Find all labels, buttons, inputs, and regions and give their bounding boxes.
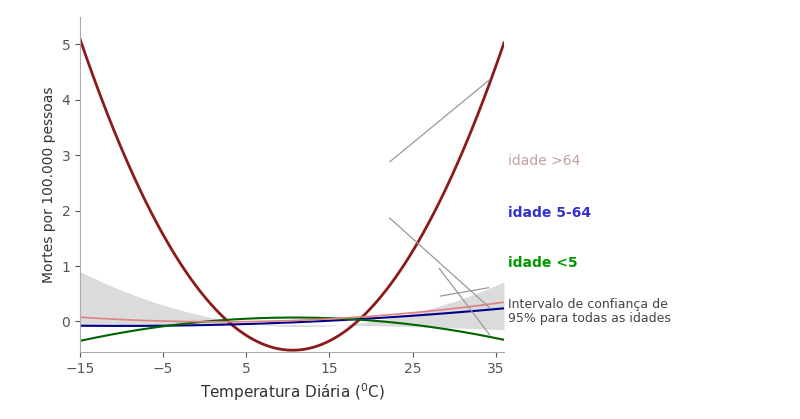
Text: idade 5-64: idade 5-64 [508, 207, 591, 220]
X-axis label: Temperatura Diária ($^0$C): Temperatura Diária ($^0$C) [199, 381, 385, 403]
Text: 95% para todas as idades: 95% para todas as idades [508, 311, 671, 324]
Text: idade >64: idade >64 [508, 154, 581, 168]
Text: Intervalo de confiança de: Intervalo de confiança de [508, 298, 668, 311]
Text: idade <5: idade <5 [508, 256, 578, 270]
Y-axis label: Mortes por 100.000 pessoas: Mortes por 100.000 pessoas [42, 86, 56, 282]
